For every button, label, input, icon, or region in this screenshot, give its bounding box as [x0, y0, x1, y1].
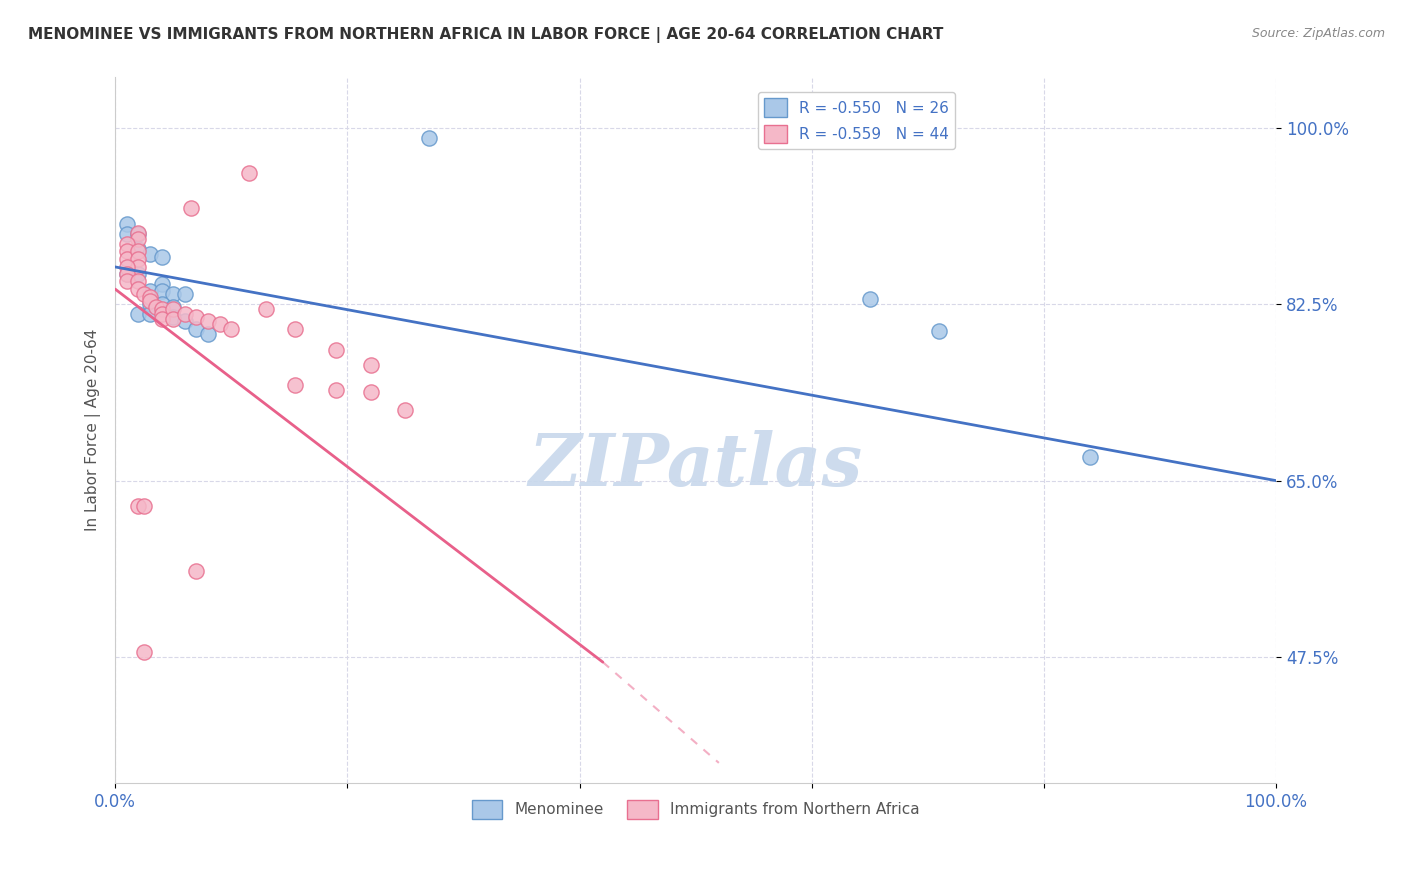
Point [127, 242, 149, 256]
Point [162, 302, 184, 317]
Point [360, 384, 382, 399]
Point [139, 247, 162, 261]
Point [115, 267, 138, 281]
Point [134, 287, 156, 301]
Point [139, 290, 162, 304]
Point [115, 227, 138, 241]
Point [127, 282, 149, 296]
Point [186, 310, 208, 325]
Point [180, 202, 202, 216]
Point [115, 260, 138, 274]
Point [127, 499, 149, 513]
Point [418, 131, 440, 145]
Point [197, 327, 219, 342]
Point [394, 403, 416, 417]
Point [173, 307, 195, 321]
Point [150, 284, 173, 298]
Point [134, 645, 156, 659]
Point [150, 277, 173, 291]
Point [162, 300, 184, 314]
Point [115, 244, 138, 258]
Point [150, 297, 173, 311]
Point [254, 302, 277, 317]
Point [145, 300, 167, 314]
Point [208, 318, 231, 332]
Point [238, 166, 260, 180]
Point [150, 250, 173, 264]
Point [162, 310, 184, 325]
Point [360, 358, 382, 372]
Point [197, 314, 219, 328]
Point [127, 274, 149, 288]
Point [127, 252, 149, 266]
Point [219, 322, 242, 336]
Point [115, 217, 138, 231]
Point [173, 287, 195, 301]
Point [150, 307, 173, 321]
Point [115, 252, 138, 266]
Point [139, 307, 162, 321]
Point [186, 565, 208, 579]
Legend: Menominee, Immigrants from Northern Africa: Menominee, Immigrants from Northern Afri… [465, 794, 925, 825]
Point [325, 343, 347, 357]
Point [127, 226, 149, 240]
Point [284, 322, 307, 336]
Point [127, 260, 149, 274]
Point [173, 314, 195, 328]
Point [139, 294, 162, 309]
Point [127, 244, 149, 258]
Point [928, 325, 950, 339]
Text: Source: ZipAtlas.com: Source: ZipAtlas.com [1251, 27, 1385, 40]
Point [139, 284, 162, 298]
Point [1078, 450, 1101, 465]
Point [115, 267, 138, 281]
Point [150, 312, 173, 326]
Point [139, 297, 162, 311]
Point [134, 499, 156, 513]
Point [115, 274, 138, 288]
Point [127, 227, 149, 241]
Point [162, 312, 184, 326]
Text: MENOMINEE VS IMMIGRANTS FROM NORTHERN AFRICA IN LABOR FORCE | AGE 20-64 CORRELAT: MENOMINEE VS IMMIGRANTS FROM NORTHERN AF… [28, 27, 943, 43]
Point [859, 292, 882, 306]
Point [162, 287, 184, 301]
Point [284, 377, 307, 392]
Point [127, 267, 149, 281]
Y-axis label: In Labor Force | Age 20-64: In Labor Force | Age 20-64 [86, 329, 101, 532]
Point [325, 383, 347, 397]
Point [127, 307, 149, 321]
Point [150, 302, 173, 317]
Point [127, 232, 149, 246]
Point [186, 322, 208, 336]
Point [115, 236, 138, 251]
Text: ZIPatlas: ZIPatlas [529, 430, 863, 501]
